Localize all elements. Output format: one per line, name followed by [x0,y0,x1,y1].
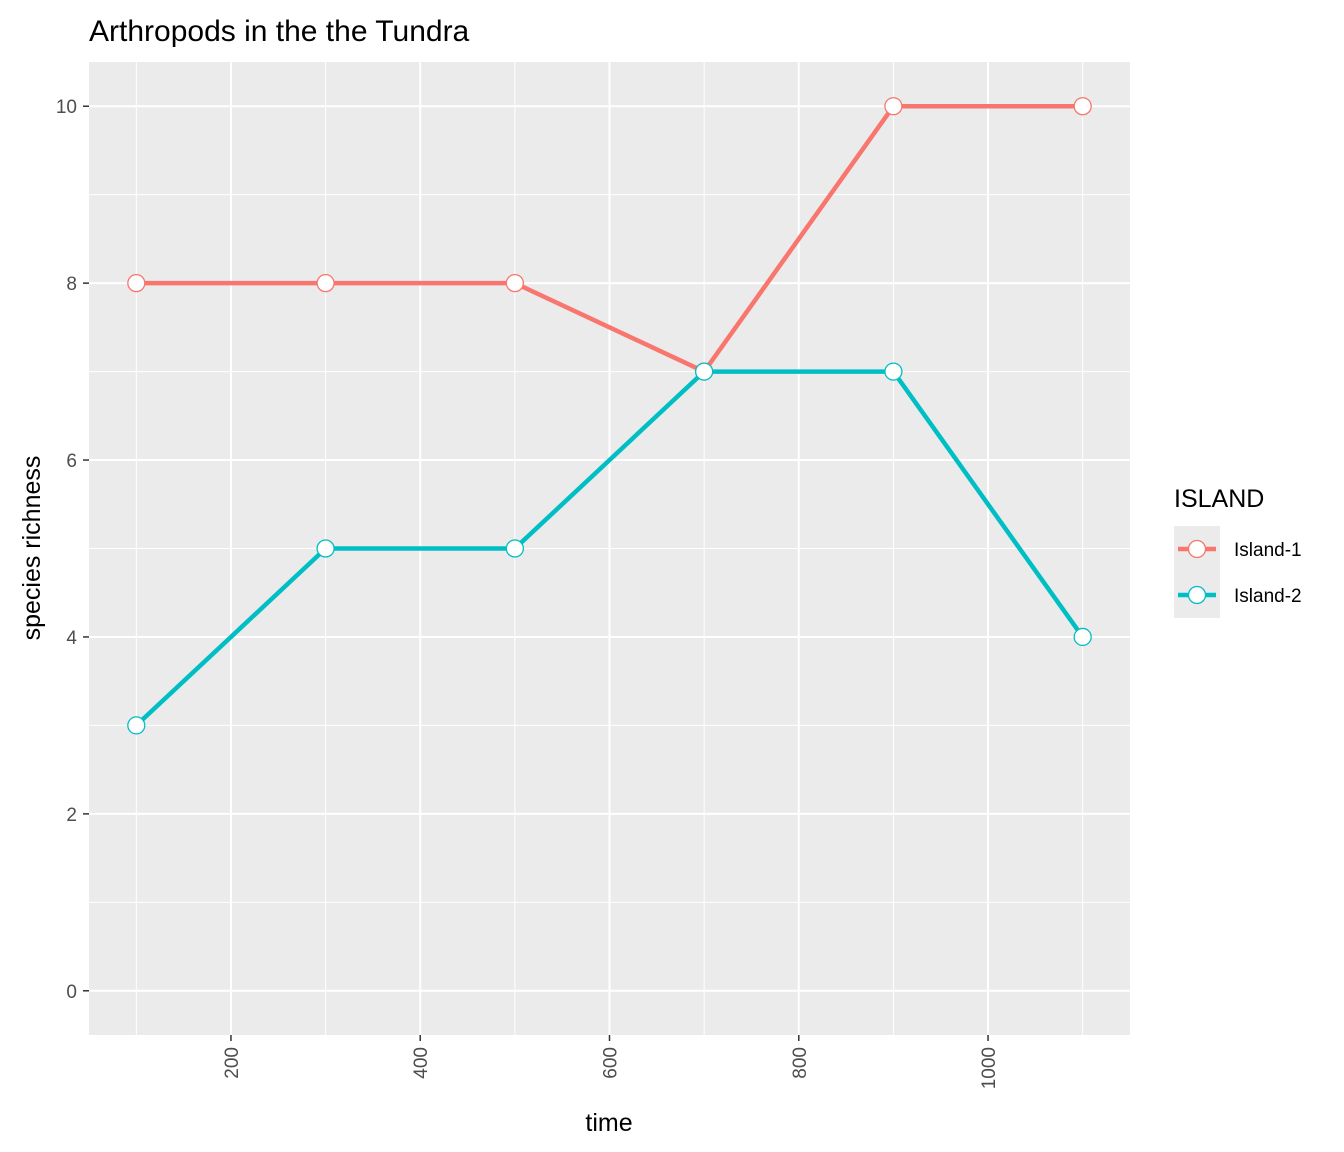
legend-key-point [1187,539,1207,559]
legend-item-island-1: Island-1 [1174,526,1302,572]
data-point [884,97,903,116]
legend-item-island-2: Island-2 [1174,572,1302,618]
data-point [505,539,525,558]
data-point [505,273,525,293]
x-axis: 200 400 600 800 1000 [222,1035,1000,1089]
series-line-island-2 [134,369,1085,728]
data-point [127,273,146,293]
x-tick-label: 400 [411,1047,432,1079]
y-tick-label: 4 [66,628,77,649]
y-tick-label: 6 [66,451,77,472]
x-tick-label: 800 [790,1047,811,1079]
x-axis-title: time [585,1109,632,1137]
y-tick-label: 2 [66,805,77,826]
data-point [316,273,335,293]
data-point [694,362,714,381]
legend-label: Island-1 [1234,540,1302,561]
legend-title: ISLAND [1174,485,1264,513]
x-tick-label: 600 [601,1047,622,1079]
x-tick-label: 1000 [979,1047,1000,1089]
y-tick-label: 0 [66,982,77,1003]
legend-key-point [1187,585,1207,605]
data-point [1073,627,1092,647]
series-lines [134,103,1085,728]
series-line-island-1 [136,103,1083,374]
data-point [127,716,146,735]
series-points [127,97,1092,735]
y-axis: 0 2 4 6 8 10 [56,97,89,1003]
y-axis-title: species richness [18,456,46,641]
data-point [884,362,903,381]
chart-title: Arthropods in the the Tundra [89,15,470,48]
data-point [316,539,335,558]
y-tick-label: 10 [56,97,77,118]
legend-label: Island-2 [1234,586,1302,607]
legend: ISLAND Island-1 Island-2 [1174,485,1302,618]
y-tick-label: 8 [66,274,77,295]
data-point [1073,97,1092,116]
x-tick-label: 200 [222,1047,243,1079]
